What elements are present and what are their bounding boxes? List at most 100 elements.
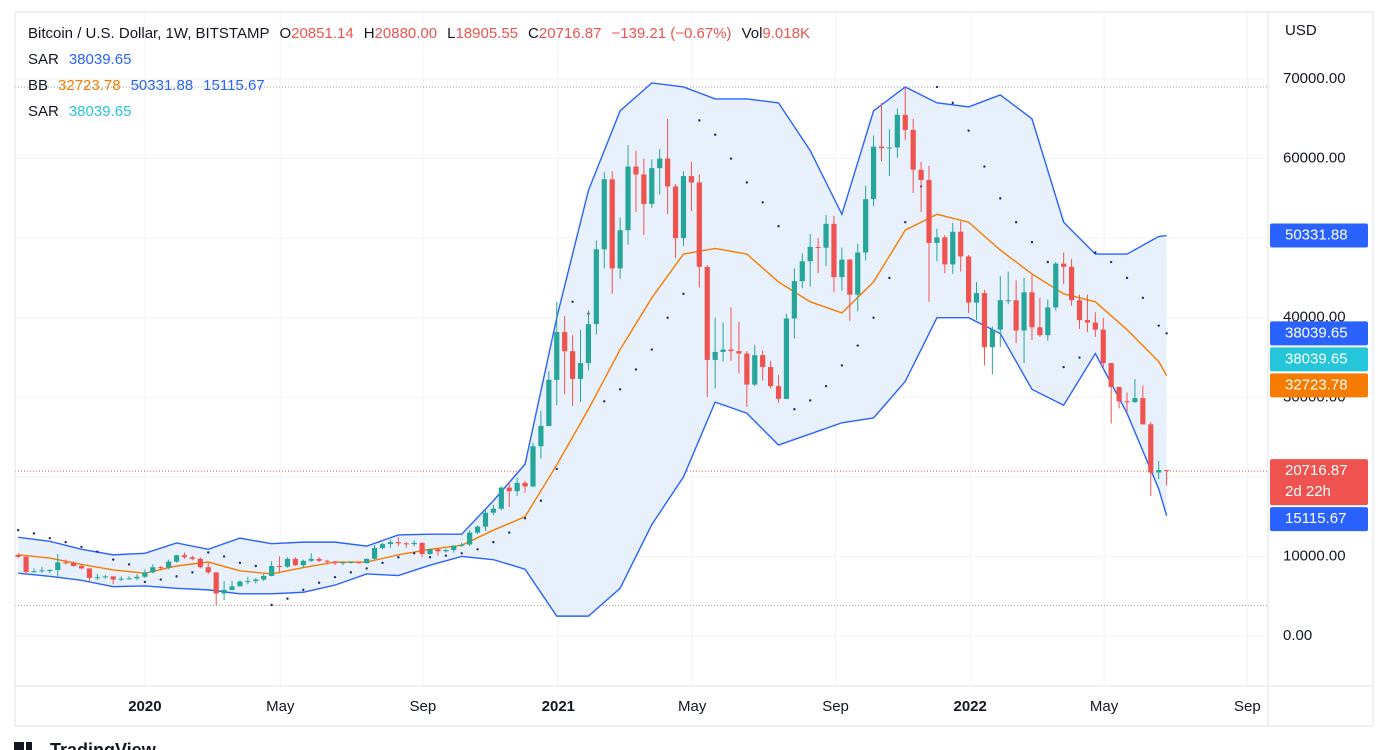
bb-lower-label: 15115.67 [1285,510,1346,527]
candle-body [142,572,148,577]
sar-dot [222,555,226,558]
candle-body [688,176,694,183]
sar-dot [317,581,321,584]
sar-dot [840,364,844,367]
y-tick-label: 0.00 [1283,627,1312,644]
sar-label: 38039.65 [1285,324,1348,341]
candle-body [966,256,972,303]
legend-sar: SAR 38039.65 [28,51,131,68]
sar-dot [666,316,669,319]
candle-body [158,567,164,569]
candle-body [997,300,1003,330]
candle-body [768,367,774,387]
y-tick-label: 60000.00 [1283,150,1346,167]
sar-dot [555,467,558,471]
bb-basis-value: 32723.78 [58,77,121,94]
candle-body [569,351,576,379]
candle-body [1084,320,1091,323]
candle-body [562,332,568,352]
sar-dot [935,85,939,89]
candle-body [181,555,188,558]
sar-dot [777,225,780,228]
candle-body [878,146,885,149]
candle-body [395,542,401,544]
candle-body [197,558,203,568]
candle-body [1092,322,1098,330]
candle-body [348,562,354,564]
candle-body [71,562,77,567]
sar2-label-bg [1270,347,1368,372]
candle-body [530,446,536,487]
candle-body [1164,470,1170,472]
candle-body [387,542,394,545]
candle-body [110,576,116,580]
sar-dot [112,558,115,561]
x-tick-label: Sep [410,698,437,715]
legend-main: Bitcoin / U.S. Dollar, 1W, BITSTAMP O2085… [28,25,810,42]
candle-body [482,512,489,527]
sar-dot [254,564,257,568]
candle-body [633,166,639,175]
candle-body [720,349,726,352]
candle-body [1156,470,1162,473]
candle-body [1140,398,1146,425]
sar-dot [412,552,416,555]
candle-body [585,324,592,364]
sar-dot [951,101,954,105]
sar-dot [349,571,353,574]
candle-body [308,558,314,561]
candle-body [1100,329,1106,364]
candle-body [918,169,924,181]
sar-dot [1014,221,1018,224]
candle-body [1005,300,1011,302]
candle-body [86,568,93,578]
sar-dot [476,548,479,551]
sar-dot [1062,365,1065,369]
candle-body [379,544,386,549]
sar-dot [1165,332,1168,335]
candle-body [1021,292,1027,331]
candle-body [292,558,298,566]
x-tick-label: May [1090,698,1119,715]
sar-dot [523,517,527,520]
candle-body [593,249,599,325]
candle-body [625,166,631,231]
candle-body [332,561,338,564]
sar-name: SAR [28,51,59,68]
candle-body [799,261,805,282]
candle-body [467,532,473,545]
candle-body [284,558,291,567]
candle-body [403,543,409,545]
candle-body [356,562,362,564]
sar-dot [48,536,52,540]
candle-body [1108,363,1114,387]
candle-body [696,182,702,267]
sar-dot [381,561,384,565]
candle-body [435,549,441,552]
sar-dot [872,316,875,319]
candle-body [973,293,980,303]
open-value: 20851.14 [291,25,354,42]
candle-body [269,566,275,576]
sar-dot [539,499,543,502]
currency: USD [1285,22,1317,39]
candle-body [815,246,821,248]
candle-body [1053,263,1059,308]
candle-body [189,557,196,559]
sar-dot [809,399,812,402]
candle-body [1029,292,1035,328]
sar-dot [333,575,337,579]
frame [14,11,1374,727]
sar-dot [793,408,796,411]
x-tick-label: 2022 [954,698,987,715]
sar-dot [64,540,67,544]
candle-body [276,566,283,568]
sar-dot [159,578,162,581]
candle-body [1148,424,1154,473]
bollinger-bands [18,82,1168,617]
sar-dot [1046,260,1050,264]
candle-body [894,114,900,148]
close-prefix: C [528,25,539,42]
candle-body [807,246,813,262]
legend-sar2: SAR 38039.65 [28,103,131,120]
